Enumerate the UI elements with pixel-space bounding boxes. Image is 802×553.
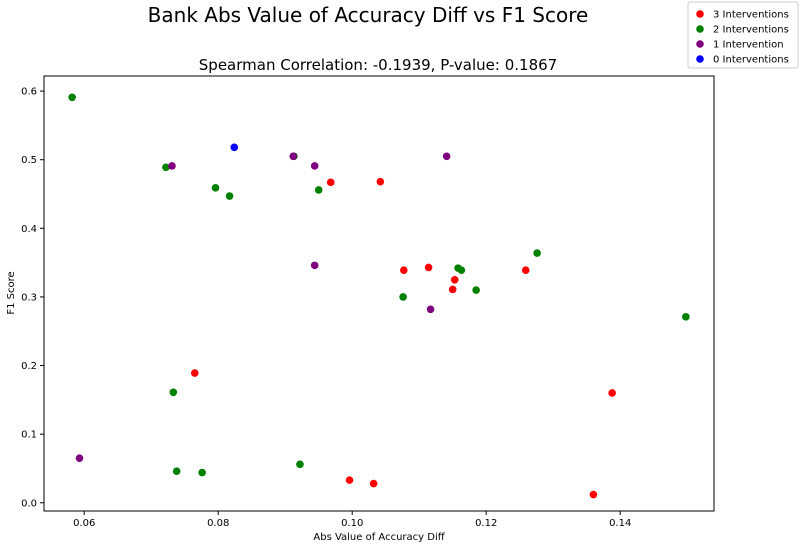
legend-label: 3 Interventions	[713, 10, 789, 21]
data-point	[521, 266, 530, 274]
data-point	[448, 285, 457, 294]
data-point	[608, 389, 616, 397]
data-point	[190, 369, 199, 377]
x-tick-label: 0.10	[341, 518, 363, 529]
x-tick-label: 0.12	[475, 518, 497, 529]
data-point	[369, 479, 378, 488]
legend-label: 2 Interventions	[713, 25, 789, 36]
x-axis: 0.06 0.08 0.10 0.12 0.14	[73, 511, 631, 529]
data-point	[399, 293, 407, 301]
legend-marker	[696, 40, 704, 48]
legend-label: 0 Interventions	[713, 55, 789, 66]
data-point	[457, 266, 466, 274]
y-tick-label: 0.2	[21, 361, 37, 372]
data-point	[326, 178, 335, 187]
data-point	[589, 490, 598, 499]
y-tick-label: 0.0	[21, 498, 37, 509]
data-point	[310, 162, 319, 170]
data-point	[399, 266, 408, 274]
data-point	[172, 467, 181, 476]
data-point	[450, 275, 459, 284]
data-point	[314, 186, 323, 194]
legend-box	[687, 1, 799, 69]
data-point	[169, 388, 178, 397]
y-tick-label: 0.1	[21, 430, 37, 441]
x-tick-label: 0.08	[207, 518, 229, 529]
legend-marker	[696, 55, 704, 63]
y-tick-label: 0.6	[21, 87, 37, 98]
y-axis-label: F1 Score	[6, 271, 17, 314]
data-point	[225, 192, 234, 200]
x-axis-label: Abs Value of Accuracy Diff	[313, 532, 445, 543]
data-point	[75, 454, 84, 462]
data-point	[296, 460, 304, 469]
data-point	[424, 263, 433, 272]
data-points	[68, 93, 690, 499]
plot-area	[43, 75, 715, 512]
y-tick-label: 0.3	[21, 292, 37, 303]
data-point	[533, 249, 541, 257]
legend-label: 1 Intervention	[713, 40, 784, 51]
data-point	[168, 162, 176, 170]
chart-title: Bank Abs Value of Accuracy Diff vs F1 Sc…	[148, 3, 589, 27]
y-tick-label: 0.5	[21, 155, 37, 166]
data-point	[376, 177, 385, 186]
data-point	[426, 305, 435, 314]
data-point	[68, 93, 76, 102]
legend: 3 Interventions 2 Interventions 1 Interven…	[687, 1, 799, 69]
data-point	[162, 163, 170, 172]
data-point	[289, 152, 298, 161]
data-point	[230, 143, 239, 152]
legend-marker	[696, 25, 704, 33]
data-point	[310, 261, 319, 270]
y-axis: 0.0 0.1 0.2 0.3 0.4 0.5 0.6	[21, 87, 44, 509]
data-point	[682, 313, 690, 321]
data-point	[442, 152, 451, 161]
data-point	[211, 184, 220, 192]
x-tick-label: 0.14	[609, 518, 631, 529]
legend-marker	[696, 10, 704, 18]
chart-subtitle: Spearman Correlation: -0.1939, P-value: …	[199, 56, 557, 74]
data-point	[345, 476, 354, 484]
y-tick-label: 0.4	[21, 224, 37, 235]
data-point	[472, 286, 480, 294]
x-tick-label: 0.06	[73, 518, 95, 529]
data-point	[198, 468, 206, 477]
